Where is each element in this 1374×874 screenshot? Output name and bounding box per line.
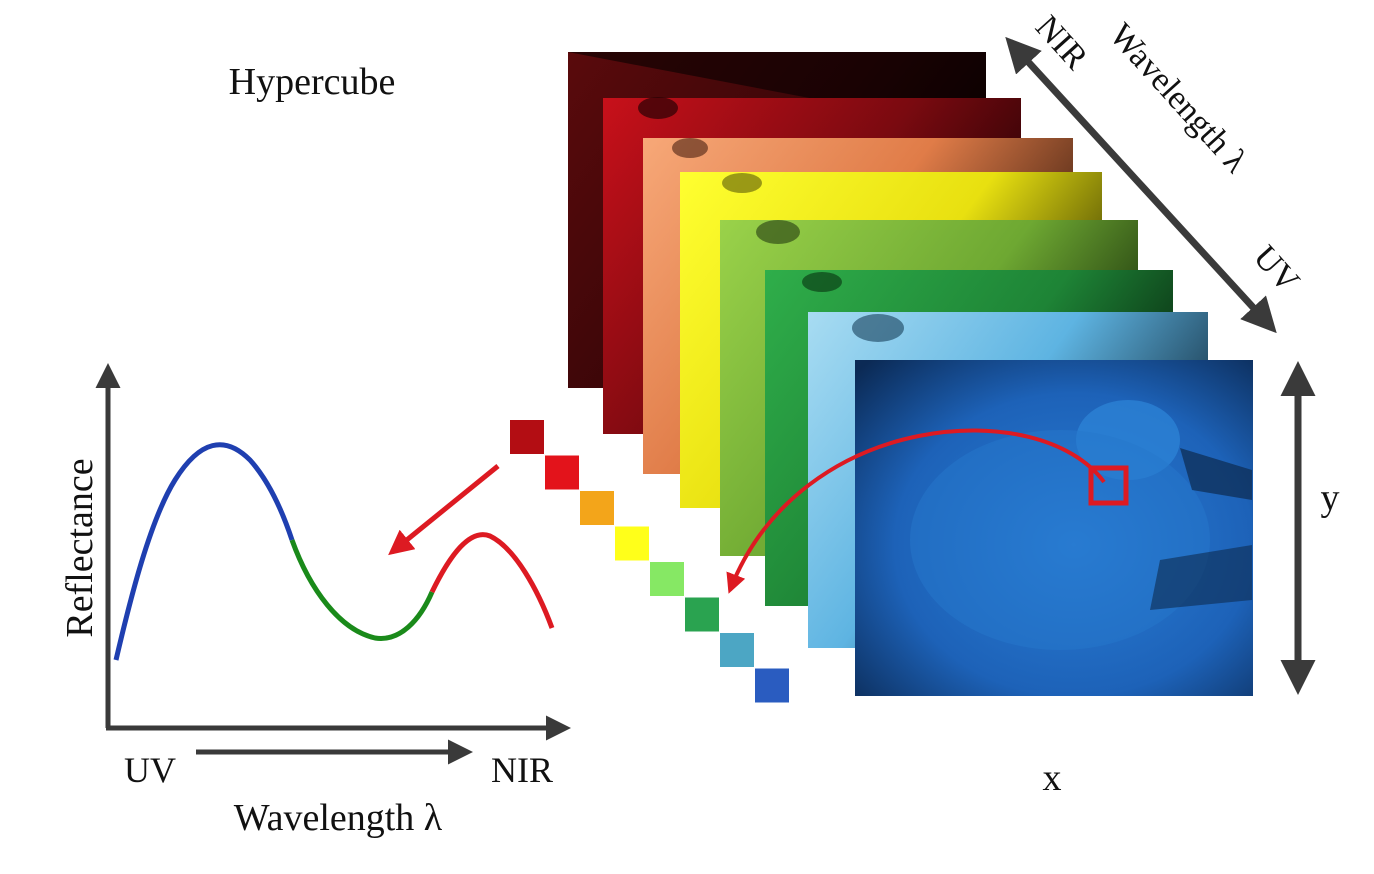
reflectance-axis-label: Reflectance — [59, 458, 101, 637]
spectrum-plot: Reflectance UV NIR Wavelength λ — [59, 363, 571, 839]
y-axis-label: y — [1321, 477, 1340, 519]
band-square — [510, 420, 544, 454]
spectrum-curve-visible-segment — [289, 539, 435, 641]
spectrum-curve-uv-segment — [113, 442, 295, 661]
squares-to-spectrum-arrow — [388, 464, 500, 556]
x-axis-label: x — [1043, 757, 1062, 799]
band-square — [545, 455, 579, 490]
plot-wavelength-label: Wavelength λ — [234, 797, 443, 839]
plot-nir-label: NIR — [491, 750, 553, 790]
band-square — [580, 491, 614, 525]
stack-axis-label: Wavelength λ — [1102, 17, 1255, 181]
band-square — [755, 668, 789, 703]
stack-axis-far-end-label: UV — [1246, 239, 1307, 301]
plot-uv-label: UV — [124, 750, 176, 790]
band-image-stack — [568, 52, 1253, 696]
spectrum-curve-nir-segment — [429, 532, 555, 629]
band-square — [685, 597, 719, 632]
band-square — [650, 562, 684, 596]
spectral-band-squares — [510, 420, 789, 703]
stack-wavelength-axis-arrow — [1005, 36, 1277, 334]
band-image-blue — [855, 360, 1253, 696]
selected-pixel-marker — [1088, 465, 1129, 506]
band-square — [615, 526, 649, 561]
stack-axis-near-end-label: NIR — [1028, 9, 1095, 78]
band-square — [720, 633, 754, 667]
diagram-title: Hypercube — [229, 61, 396, 103]
pixel-to-spectrum-arrow — [726, 428, 1106, 594]
